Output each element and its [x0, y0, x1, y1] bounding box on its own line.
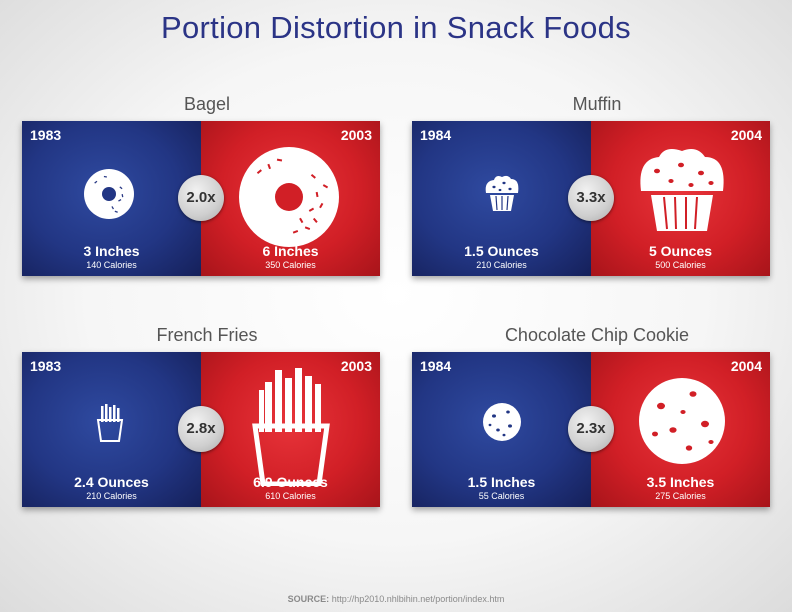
now-year: 2004 — [730, 358, 762, 374]
then-panel: 1984 1.5 Ounces 210 Calories — [412, 121, 591, 276]
then-calories: 140 Calories — [86, 260, 137, 270]
source-url: http://hp2010.nhlbihin.net/portion/index… — [331, 594, 505, 604]
ratio-badge: 2.8x — [178, 406, 224, 452]
then-calories: 210 Calories — [476, 260, 527, 270]
comparison-card: 1984 1.5 Ounces 210 Calories — [412, 121, 770, 276]
then-amount: 2.4 Ounces — [74, 474, 149, 490]
source-note: SOURCE: http://hp2010.nhlbihin.net/porti… — [0, 594, 792, 604]
now-calories: 610 Calories — [265, 491, 316, 501]
now-calories: 500 Calories — [655, 260, 706, 270]
section-bagel: Bagel 1983 3 Inches 140 Calories — [22, 94, 392, 284]
then-year: 1984 — [420, 358, 452, 374]
bagel-icon — [239, 147, 339, 247]
now-amount: 5 Ounces — [648, 243, 713, 259]
ratio-badge: 2.3x — [568, 406, 614, 452]
then-year: 1983 — [30, 127, 62, 143]
then-amount: 3 Inches — [83, 243, 140, 259]
comparison-card: 1983 3 Inches 140 Calories 2003 — [22, 121, 380, 276]
section-title: Muffin — [572, 94, 622, 114]
ratio-badge: 3.3x — [568, 175, 614, 221]
comparison-card: 1984 1.5 Inches 55 Calories 2004 — [412, 352, 770, 507]
page-title: Portion Distortion in Snack Foods — [161, 10, 631, 45]
now-panel: 2003 6.9 Ounces 610 Calories — [201, 352, 380, 507]
now-panel: 2004 3.5 Inches 275 Calories — [591, 352, 770, 507]
now-year: 2004 — [730, 127, 762, 143]
then-panel: 1983 3 Inches 140 Calories — [22, 121, 201, 276]
now-panel: 2004 5 Ounces — [591, 121, 770, 276]
now-calories: 350 Calories — [265, 260, 316, 270]
section-muffin: Muffin 1984 1.5 Ounces 210 Ca — [412, 94, 782, 284]
then-panel: 1983 2.4 Ounces 210 Calories — [22, 352, 201, 507]
now-amount: 3.5 Inches — [646, 474, 715, 490]
now-amount: 6 Inches — [262, 243, 319, 259]
then-amount: 1.5 Ounces — [464, 243, 539, 259]
then-year: 1984 — [420, 127, 452, 143]
now-amount: 6.9 Ounces — [253, 474, 328, 490]
now-panel: 2003 6 Inche — [201, 121, 380, 276]
then-year: 1983 — [30, 358, 62, 374]
cookie-icon — [639, 378, 725, 464]
bagel-icon — [84, 169, 134, 219]
then-panel: 1984 1.5 Inches 55 Calories — [412, 352, 591, 507]
now-calories: 275 Calories — [655, 491, 706, 501]
now-year: 2003 — [340, 358, 372, 374]
then-calories: 210 Calories — [86, 491, 137, 501]
then-calories: 55 Calories — [478, 491, 525, 501]
then-amount: 1.5 Inches — [467, 474, 536, 490]
french-fries-icon — [96, 404, 124, 442]
section-french-fries: French Fries 1983 2.4 Ounces 210 Calorie… — [22, 325, 392, 515]
section-title: Chocolate Chip Cookie — [504, 325, 690, 345]
muffin-icon — [485, 175, 519, 211]
section-cookie: Chocolate Chip Cookie 1984 1.5 Inches 55… — [412, 325, 782, 515]
ratio-badge: 2.0x — [178, 175, 224, 221]
muffin-icon — [640, 149, 724, 231]
now-year: 2003 — [340, 127, 372, 143]
comparison-card: 1983 2.4 Ounces 210 Calories 2003 — [22, 352, 380, 507]
section-title: French Fries — [156, 325, 258, 345]
cookie-icon — [483, 403, 521, 441]
french-fries-icon — [252, 368, 330, 486]
section-title: Bagel — [183, 94, 231, 114]
source-label: SOURCE: — [287, 594, 330, 604]
